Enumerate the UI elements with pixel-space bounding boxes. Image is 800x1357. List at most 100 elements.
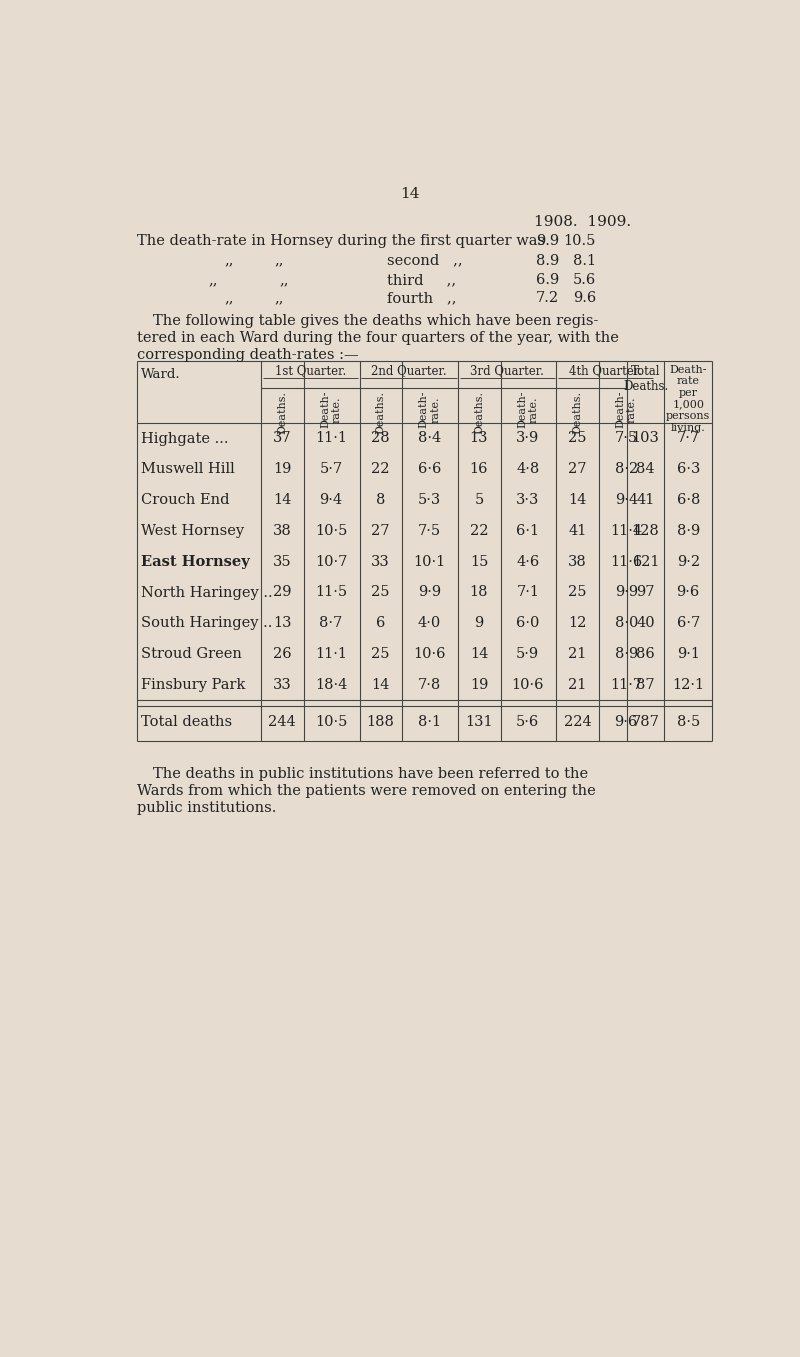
Text: Total
Deaths.: Total Deaths. [623, 365, 668, 394]
Text: The death-rate in Hornsey during the first quarter was: The death-rate in Hornsey during the fir… [138, 233, 546, 248]
Text: 97: 97 [636, 585, 655, 600]
Text: 6: 6 [376, 616, 386, 630]
Text: 8·7: 8·7 [319, 616, 342, 630]
Text: Death-
rate.: Death- rate. [320, 391, 342, 429]
Text: Deaths.: Deaths. [573, 391, 582, 434]
Text: 8.9: 8.9 [535, 254, 558, 267]
Text: 188: 188 [366, 715, 394, 729]
Text: The deaths in public institutions have been referred to the: The deaths in public institutions have b… [153, 767, 588, 782]
Text: 41: 41 [568, 524, 586, 537]
Text: 19: 19 [273, 463, 291, 476]
Text: 14: 14 [470, 647, 488, 661]
Text: Death-
rate
per
1,000
persons
living.: Death- rate per 1,000 persons living. [666, 365, 710, 433]
Text: 8·0: 8·0 [614, 616, 638, 630]
Text: 29: 29 [273, 585, 291, 600]
Text: 5·7: 5·7 [319, 463, 342, 476]
Text: 21: 21 [568, 678, 586, 692]
Text: 33: 33 [273, 678, 291, 692]
Text: 7·7: 7·7 [677, 432, 700, 445]
Text: 3·9: 3·9 [516, 432, 539, 445]
Text: 11·4: 11·4 [610, 524, 642, 537]
Text: Death-
rate.: Death- rate. [615, 391, 637, 429]
Text: 25: 25 [371, 585, 390, 600]
Text: 128: 128 [632, 524, 659, 537]
Text: 4·8: 4·8 [516, 463, 539, 476]
Text: 5·6: 5·6 [516, 715, 539, 729]
Text: public institutions.: public institutions. [138, 801, 277, 816]
Text: 8·2: 8·2 [614, 463, 638, 476]
Text: Deaths.: Deaths. [474, 391, 484, 434]
Text: 6.9: 6.9 [535, 273, 558, 286]
Text: 7·5: 7·5 [614, 432, 638, 445]
Text: 8·9: 8·9 [614, 647, 638, 661]
Text: 7·5: 7·5 [418, 524, 441, 537]
Text: 6·0: 6·0 [516, 616, 539, 630]
Text: Highgate ...: Highgate ... [141, 432, 229, 445]
Text: South Haringey ..: South Haringey .. [141, 616, 273, 630]
Text: 14: 14 [568, 493, 586, 508]
Text: 18: 18 [470, 585, 488, 600]
Text: 9·4: 9·4 [614, 493, 638, 508]
Text: 21: 21 [568, 647, 586, 661]
Text: third     ,,: third ,, [386, 273, 456, 286]
Text: 16: 16 [470, 463, 488, 476]
Text: 4th Quarter.: 4th Quarter. [570, 365, 642, 377]
Text: 7·8: 7·8 [418, 678, 441, 692]
Text: Deaths.: Deaths. [277, 391, 287, 434]
Text: 103: 103 [632, 432, 659, 445]
Text: ,,: ,, [280, 273, 290, 286]
Text: 27: 27 [371, 524, 390, 537]
Text: 10·6: 10·6 [413, 647, 446, 661]
Text: 1908.  1909.: 1908. 1909. [534, 216, 631, 229]
Text: 5·9: 5·9 [516, 647, 539, 661]
Text: 15: 15 [470, 555, 488, 569]
Text: 8·1: 8·1 [418, 715, 441, 729]
Text: Ward.: Ward. [141, 368, 181, 381]
Text: tered in each Ward during the four quarters of the year, with the: tered in each Ward during the four quart… [138, 331, 619, 345]
Text: 5·3: 5·3 [418, 493, 441, 508]
Text: The following table gives the deaths which have been regis-: The following table gives the deaths whi… [153, 313, 598, 328]
Text: 6·6: 6·6 [418, 463, 441, 476]
Text: 10·6: 10·6 [511, 678, 544, 692]
Text: 14: 14 [371, 678, 390, 692]
Text: second   ,,: second ,, [386, 254, 462, 267]
Text: 9.6: 9.6 [573, 292, 596, 305]
Text: 10·5: 10·5 [314, 524, 347, 537]
Text: 2nd Quarter.: 2nd Quarter. [371, 365, 446, 377]
Text: 37: 37 [273, 432, 291, 445]
Text: East Hornsey: East Hornsey [141, 555, 250, 569]
Text: 8·5: 8·5 [677, 715, 700, 729]
Text: 18·4: 18·4 [314, 678, 347, 692]
Text: Finsbury Park: Finsbury Park [141, 678, 246, 692]
Text: ,,: ,, [224, 254, 234, 267]
Text: 7.2: 7.2 [536, 292, 558, 305]
Text: 11·1: 11·1 [315, 432, 347, 445]
Text: 13: 13 [470, 432, 488, 445]
Text: 6·3: 6·3 [677, 463, 700, 476]
Text: 22: 22 [371, 463, 390, 476]
Text: 9·6: 9·6 [677, 585, 700, 600]
Text: 6·8: 6·8 [677, 493, 700, 508]
Text: 1st Quarter.: 1st Quarter. [274, 365, 346, 377]
Text: 787: 787 [632, 715, 659, 729]
Text: 12: 12 [568, 616, 586, 630]
Text: corresponding death-rates :—: corresponding death-rates :— [138, 347, 359, 361]
Text: 10·1: 10·1 [414, 555, 446, 569]
Text: ,,: ,, [209, 273, 218, 286]
Text: 84: 84 [636, 463, 655, 476]
Text: 4·6: 4·6 [516, 555, 539, 569]
Text: West Hornsey: West Hornsey [141, 524, 244, 537]
Text: 9: 9 [474, 616, 483, 630]
Text: 244: 244 [268, 715, 296, 729]
Text: 38: 38 [568, 555, 586, 569]
Text: 8: 8 [376, 493, 386, 508]
Text: 121: 121 [632, 555, 659, 569]
Text: 41: 41 [637, 493, 654, 508]
Text: 9·1: 9·1 [677, 647, 700, 661]
Text: 13: 13 [273, 616, 291, 630]
Text: Muswell Hill: Muswell Hill [141, 463, 235, 476]
Text: 8·4: 8·4 [418, 432, 441, 445]
Text: 10.5: 10.5 [564, 233, 596, 248]
Text: 25: 25 [568, 585, 586, 600]
Text: 9.9: 9.9 [536, 233, 558, 248]
